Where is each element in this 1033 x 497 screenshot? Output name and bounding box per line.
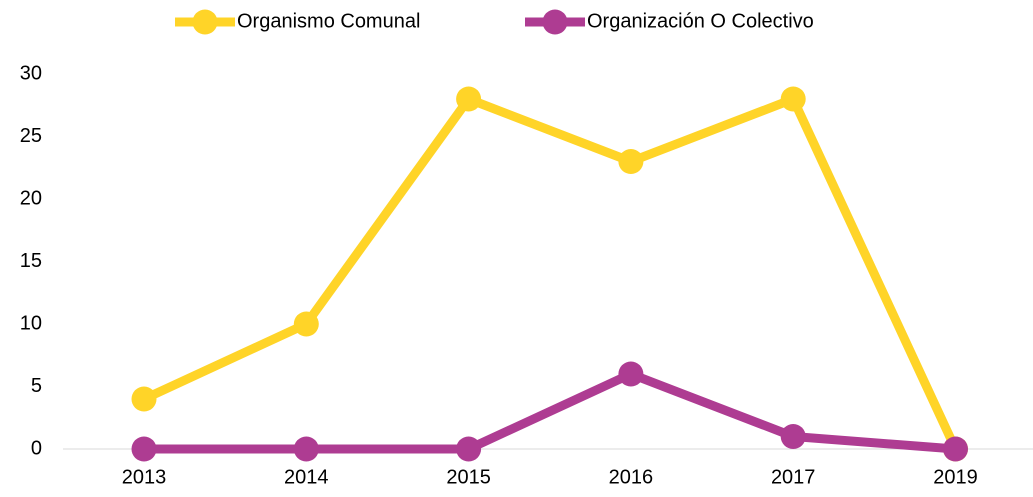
y-tick-label: 5 [31, 375, 42, 397]
point [293, 436, 319, 462]
point [293, 311, 319, 337]
point [456, 436, 482, 462]
x-tick-label: 2017 [771, 466, 816, 488]
y-tick-label: 25 [20, 125, 42, 147]
y-tick-label: 15 [20, 250, 42, 272]
legend-label: Organismo Comunal [237, 10, 420, 32]
x-tick-label: 2015 [446, 466, 491, 488]
y-tick-label: 10 [20, 312, 42, 334]
point [131, 386, 157, 412]
point [618, 149, 644, 174]
legend-label: Organización O Colectivo [587, 10, 814, 32]
y-tick-label: 30 [20, 62, 42, 84]
point [780, 86, 806, 112]
legend-marker [542, 9, 568, 35]
point [618, 361, 644, 387]
point [780, 424, 806, 449]
x-tick-label: 2019 [933, 466, 978, 488]
x-tick-label: 2014 [284, 466, 329, 488]
y-tick-label: 20 [20, 187, 42, 209]
y-tick-label: 0 [31, 437, 42, 459]
legend-marker [192, 9, 218, 35]
series-line [144, 369, 956, 454]
x-tick-label: 2013 [122, 466, 167, 488]
point [456, 86, 482, 112]
series-line [142, 94, 960, 451]
x-tick-label: 2016 [609, 466, 654, 488]
point [943, 436, 968, 462]
point [131, 436, 157, 462]
